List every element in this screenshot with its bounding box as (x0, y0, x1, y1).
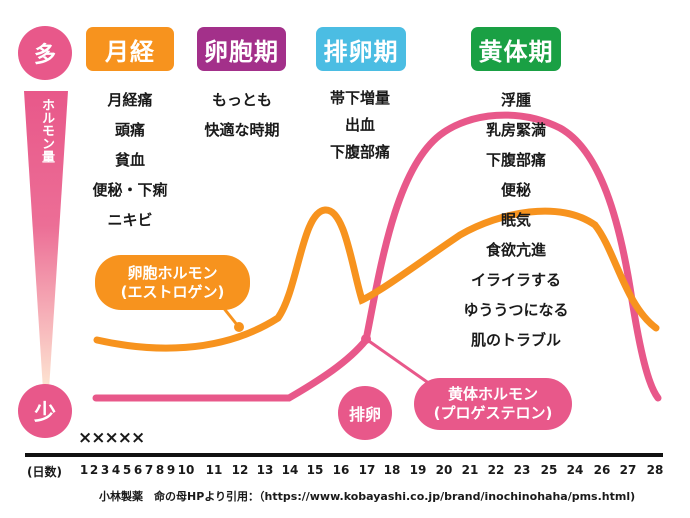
tick-label: 2 (89, 463, 99, 477)
tick-label: 20 (435, 463, 453, 477)
tick-label: 10 (177, 463, 195, 477)
high-label: 多 (18, 26, 72, 80)
tick-label: 17 (358, 463, 376, 477)
estrogen-callout: 卵胞ホルモン (エストロゲン) (95, 255, 250, 310)
tick-label: 1 (79, 463, 89, 477)
tick-label: 7 (144, 463, 154, 477)
tick-label: 8 (155, 463, 165, 477)
symptom-item: 帯下増量 (329, 89, 390, 107)
days-label: (日数) (27, 465, 62, 479)
tick-label: 11 (205, 463, 223, 477)
symptoms-ovulatory: 帯下増量 出血 下腹部痛 (310, 85, 410, 166)
hormone-amount-label: ホルモン量 (39, 98, 54, 163)
progesterone-callout-line1: 黄体ホルモン (447, 385, 538, 403)
progesterone-leader-line (365, 337, 431, 386)
tick-label: 21 (461, 463, 479, 477)
estrogen-curve (93, 206, 660, 352)
symptom-item: 肌のトラブル (470, 331, 561, 349)
menstruation-marks: ××××× (78, 428, 145, 448)
symptoms-luteal: 浮腫 乳房緊満 下腹部痛 便秘 眠気 食欲亢進 イライラする ゆううつになる 肌… (446, 85, 586, 355)
symptom-item: 便秘 (500, 181, 531, 199)
phase-menstruation: 月経 (86, 27, 174, 71)
symptom-item: 乳房緊満 (485, 121, 546, 139)
tick-label: 25 (540, 463, 558, 477)
tick-label: 19 (409, 463, 427, 477)
source-citation: 小林製薬 命の母HPより引用：（https://www.kobayashi.co… (99, 490, 636, 503)
symptom-item: 頭痛 (114, 121, 145, 139)
symptom-item: ニキビ (107, 211, 153, 229)
symptom-item: 月経痛 (107, 91, 153, 109)
tick-label: 28 (646, 463, 664, 477)
estrogen-callout-line2: (エストロゲン) (120, 282, 225, 301)
tick-label: 9 (166, 463, 176, 477)
tick-label: 6 (133, 463, 143, 477)
tick-label: 4 (111, 463, 121, 477)
phase-ovulatory: 排卵期 (316, 27, 406, 71)
symptom-item: もっとも (211, 91, 272, 109)
symptom-item: 眠気 (500, 211, 531, 229)
hormone-amount-wedge (24, 91, 68, 390)
symptom-item: 出血 (344, 116, 375, 134)
progesterone-callout: 黄体ホルモン (プロゲステロン) (414, 378, 572, 430)
tick-label: 18 (383, 463, 401, 477)
phase-follicular: 卵胞期 (197, 27, 286, 71)
progesterone-callout-line2: (プロゲステロン) (433, 404, 553, 422)
low-label: 少 (18, 384, 72, 438)
tick-label: 12 (231, 463, 249, 477)
symptom-item: 貧血 (114, 151, 145, 169)
tick-label: 13 (256, 463, 274, 477)
estrogen-leader-dot (234, 322, 244, 332)
symptom-item: 下腹部痛 (329, 143, 390, 161)
phase-luteal: 黄体期 (471, 27, 561, 71)
tick-label: 15 (306, 463, 324, 477)
symptom-item: 浮腫 (500, 91, 531, 109)
tick-label: 14 (281, 463, 299, 477)
symptom-item: 下腹部痛 (485, 151, 546, 169)
tick-label: 23 (513, 463, 531, 477)
ovulation-label: 排卵 (338, 386, 392, 440)
tick-label: 22 (487, 463, 505, 477)
symptoms-follicular: もっとも 快適な時期 (192, 85, 292, 145)
tick-label: 24 (566, 463, 584, 477)
symptom-item: イライラする (470, 271, 561, 289)
symptom-item: 便秘・下痢 (92, 181, 168, 199)
symptom-item: 快適な時期 (204, 121, 280, 139)
tick-label: 16 (332, 463, 350, 477)
symptom-item: ゆううつになる (463, 301, 569, 319)
estrogen-callout-line1: 卵胞ホルモン (127, 263, 218, 282)
tick-label: 3 (100, 463, 110, 477)
tick-label: 27 (619, 463, 637, 477)
symptom-item: 食欲亢進 (485, 241, 546, 259)
tick-label: 5 (122, 463, 132, 477)
symptoms-menstruation: 月経痛 頭痛 貧血 便秘・下痢 ニキビ (80, 85, 180, 235)
tick-label: 26 (593, 463, 611, 477)
